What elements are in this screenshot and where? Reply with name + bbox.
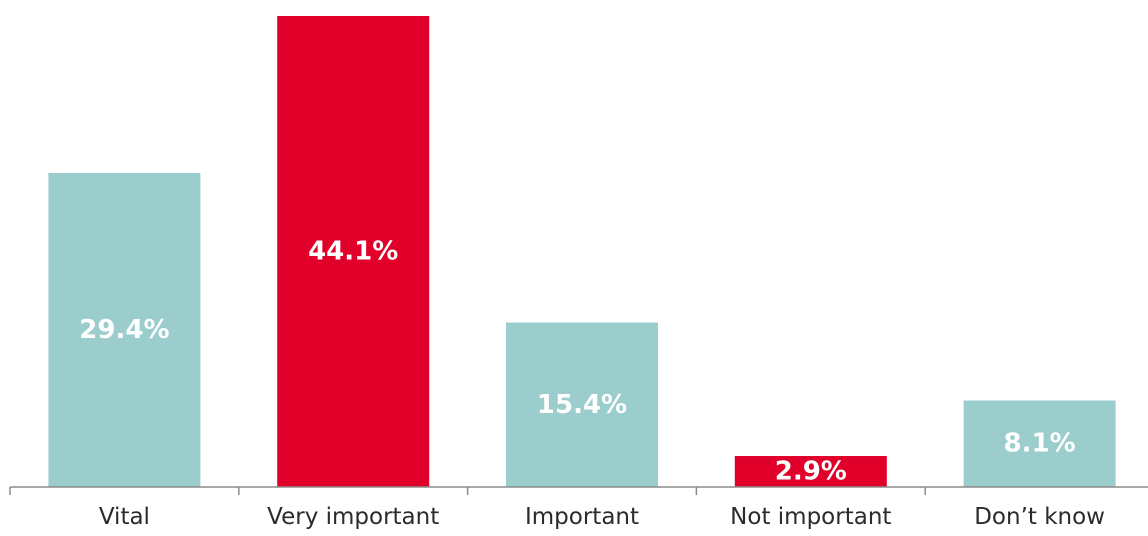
bar-value-labels: 29.4% 44.1% 15.4% 2.9% 8.1% <box>79 237 1075 487</box>
bar-value-label-important: 15.4% <box>537 390 627 420</box>
bar-don-t-know <box>963 400 1116 487</box>
bar-value-label-don-t-know: 8.1% <box>1004 429 1076 459</box>
bar-vital <box>48 173 201 487</box>
x-axis-ticks <box>9 487 926 495</box>
bar-important <box>506 322 658 487</box>
bar-value-label-vital: 29.4% <box>79 315 169 345</box>
bar-not-important <box>734 456 887 487</box>
x-axis-tick-labels: Vital Very important Important Not importan… <box>99 504 1105 530</box>
bar-value-label-not-important: 2.9% <box>775 457 847 487</box>
bars-group <box>48 16 1116 487</box>
x-tick-label-don-t-know: Don’t know <box>974 504 1105 530</box>
x-tick-label-important: Important <box>525 504 639 530</box>
bar-very-important <box>277 16 430 487</box>
x-tick-label-vital: Vital <box>99 504 150 530</box>
bar-value-label-very-important: 44.1% <box>308 237 398 267</box>
x-tick-label-not-important: Not important <box>730 504 891 530</box>
x-tick-label-very-important: Very important <box>267 504 439 530</box>
